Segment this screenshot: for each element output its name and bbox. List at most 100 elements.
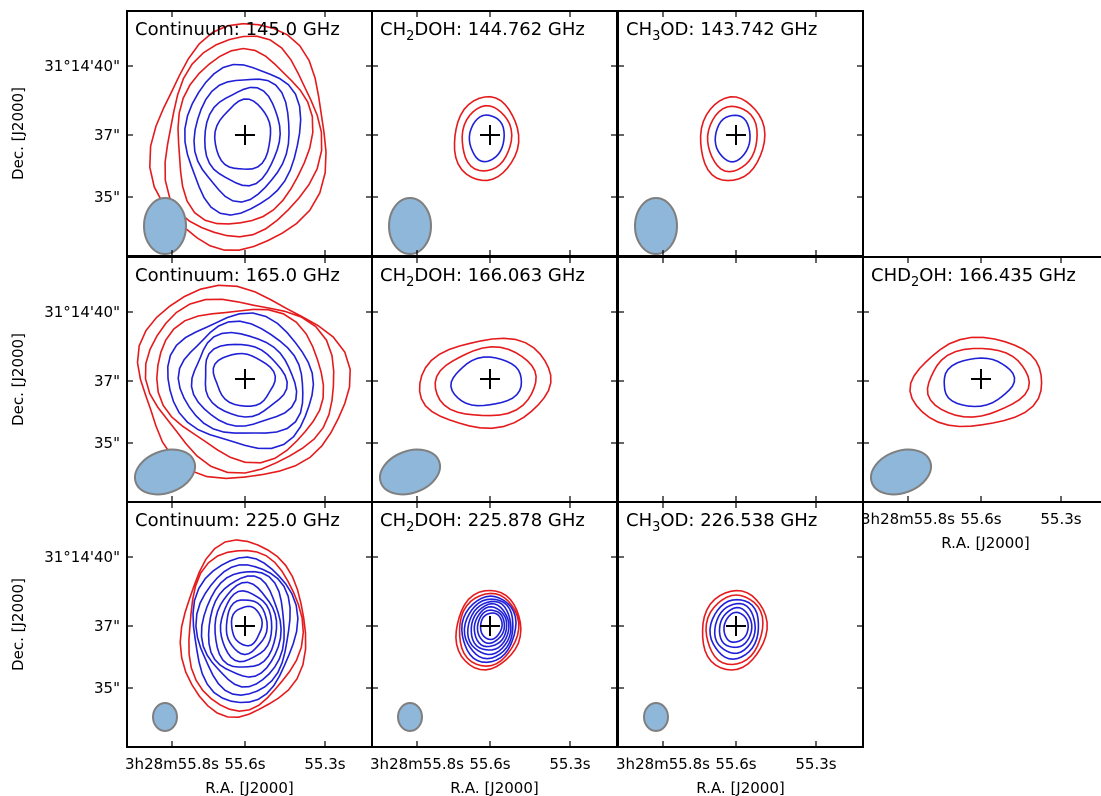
panel-2-0: Continuum: 225.0 GHz 31°14'40" 37" 35" Dec. … — [9, 501, 373, 796]
red-contour — [144, 298, 335, 474]
red-contour — [155, 308, 325, 464]
title-rest: DOH: 166.063 GHz — [414, 265, 584, 286]
panel-frame — [617, 501, 864, 748]
red-contour — [434, 345, 537, 417]
y-tick-label: 31°14'40" — [44, 303, 120, 321]
blue-contour — [207, 575, 282, 678]
y-axis-label: Dec. [J2000] — [9, 578, 27, 671]
panel-contours — [869, 336, 1043, 496]
x-tick-label: 3h28m55.8s — [370, 755, 464, 773]
panel-contours — [643, 589, 768, 732]
blue-contour — [203, 86, 282, 187]
panel-title: CH2DOH: 144.762 GHz — [380, 19, 585, 44]
y-tick-label: 37" — [94, 372, 120, 390]
panel-contours — [397, 589, 522, 732]
blue-contour — [195, 564, 291, 697]
x-tick-label: 3h28m55.8s — [861, 510, 955, 528]
blue-contour — [212, 352, 277, 407]
blue-contour — [470, 602, 510, 651]
panel-frame — [617, 256, 864, 503]
panel-title: CH2DOH: 225.878 GHz — [380, 510, 585, 535]
red-contour — [909, 336, 1043, 428]
beam-ellipse — [133, 448, 197, 496]
panel-contours — [133, 284, 352, 496]
red-contour — [136, 284, 352, 480]
title-rest: OH: 166.435 GHz — [919, 265, 1076, 286]
title-subscript: 3 — [652, 520, 660, 535]
beam-ellipse — [143, 197, 187, 255]
blue-contour — [200, 570, 285, 688]
blue-contour — [943, 357, 1016, 408]
blue-contour — [723, 611, 750, 644]
blue-contour — [184, 63, 302, 216]
red-contour — [455, 589, 522, 671]
blue-contour — [192, 556, 299, 704]
beam-ellipse — [388, 197, 432, 255]
title-subscript: 2 — [406, 29, 414, 44]
panel-contours — [152, 539, 307, 732]
x-axis-label: R.A. [J2000] — [696, 779, 785, 796]
blue-contour — [713, 602, 757, 655]
title-rest: DOH: 225.878 GHz — [414, 510, 584, 531]
title-subscript: 2 — [406, 275, 414, 290]
red-contour — [179, 539, 307, 719]
y-axis-label: Dec. [J2000] — [9, 333, 27, 426]
blue-contour — [463, 598, 514, 660]
red-contour — [705, 594, 764, 666]
blue-contour — [204, 343, 289, 418]
panel-2-2: CH3OD: 226.538 GHz 3h28m55.8s 55.6s 55.3s R.… — [616, 501, 864, 796]
red-contour — [453, 95, 520, 182]
y-tick-label: 35" — [94, 679, 120, 697]
title-rest: OD: 143.742 GHz — [660, 19, 817, 40]
blue-contour — [450, 356, 523, 407]
y-tick-label: 35" — [94, 434, 120, 452]
y-axis-label: Dec. [J2000] — [9, 87, 27, 180]
red-contour — [418, 337, 552, 430]
panel-1-3: CHD2OH: 166.435 GHz 3h28m55.8s 55.6s 55.3s R… — [861, 256, 1101, 552]
blue-contour — [193, 78, 290, 203]
panel-title: CHD2OH: 166.435 GHz — [871, 265, 1076, 290]
blue-contour — [166, 312, 315, 450]
blue-contour — [468, 114, 506, 163]
beam-ellipse — [643, 702, 669, 732]
red-contour — [461, 104, 513, 172]
y-tick-label: 31°14'40" — [44, 57, 120, 75]
panel-1-0: Continuum: 165.0 GHz 31°14'40" 37" 35" Dec. … — [9, 256, 373, 503]
y-tick-label: 37" — [94, 126, 120, 144]
x-tick-label: 55.3s — [795, 755, 836, 773]
red-contour — [701, 589, 768, 671]
x-tick-label: 3h28m55.8s — [125, 755, 219, 773]
panel-1-2 — [617, 256, 864, 503]
red-contour — [164, 35, 323, 238]
blue-contour — [460, 595, 517, 664]
panel-title: Continuum: 165.0 GHz — [135, 265, 340, 286]
panel-contours — [378, 337, 552, 496]
red-contour — [926, 347, 1031, 418]
x-axis-label: R.A. [J2000] — [450, 779, 539, 796]
x-tick-label: 55.3s — [1040, 510, 1081, 528]
panel-contours — [634, 95, 766, 255]
panel-frame — [862, 256, 1101, 503]
beam-ellipse — [378, 448, 442, 496]
y-tick-label: 37" — [94, 617, 120, 635]
x-tick-label: 3h28m55.8s — [616, 755, 710, 773]
red-contour — [177, 47, 314, 225]
blue-contour — [714, 114, 751, 163]
title-rest: DOH: 144.762 GHz — [414, 19, 584, 40]
beam-ellipse — [152, 702, 178, 732]
x-tick-label: 55.6s — [715, 755, 756, 773]
panel-title: Continuum: 145.0 GHz — [135, 19, 340, 40]
x-tick-label: 55.6s — [224, 755, 265, 773]
red-contour — [188, 549, 305, 713]
blue-contour — [709, 598, 760, 661]
red-contour — [706, 105, 758, 173]
blue-contour — [214, 581, 278, 668]
x-axis-label: R.A. [J2000] — [941, 534, 1030, 552]
blue-contour — [479, 612, 503, 641]
beam-ellipse — [634, 197, 678, 255]
blue-contour — [213, 98, 272, 171]
panel-contours — [388, 95, 520, 255]
blue-contour — [473, 605, 508, 648]
title-subscript: 2 — [406, 520, 414, 535]
